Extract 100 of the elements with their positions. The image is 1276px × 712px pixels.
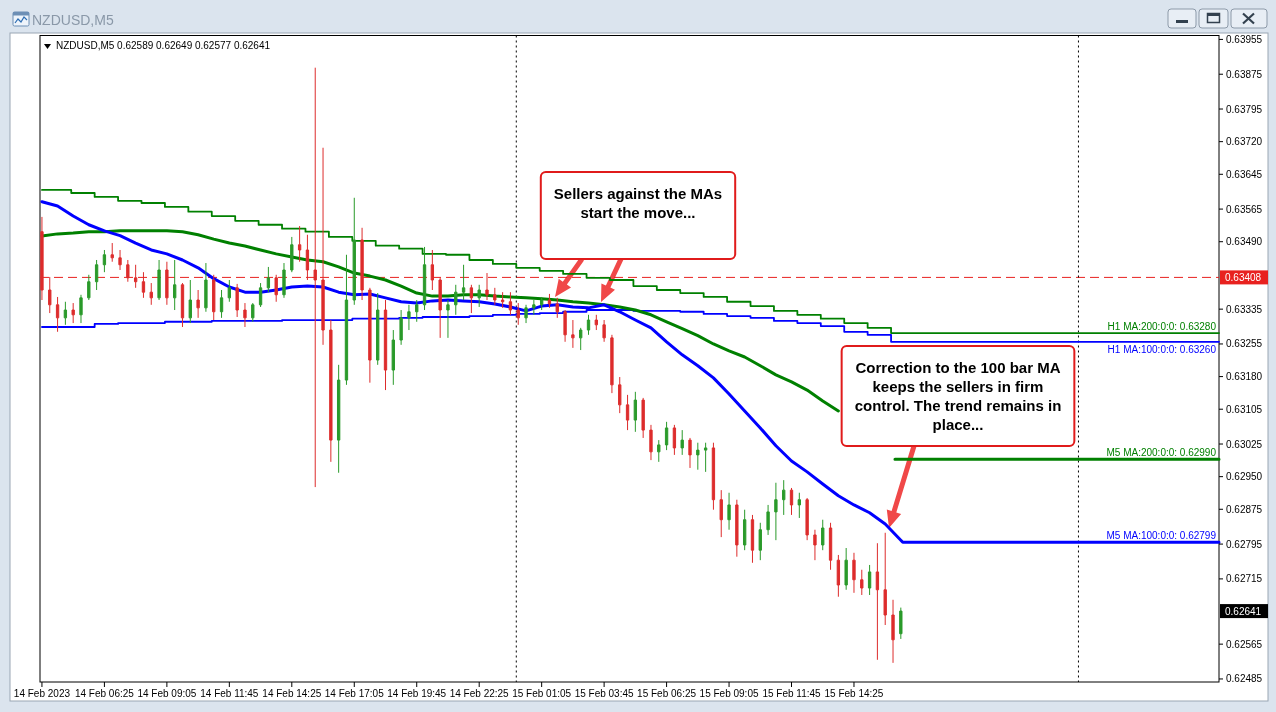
annotation: Sellers against the MAs start the move... [553,185,723,221]
candlestick [243,302,247,328]
candlestick [40,216,44,301]
candlestick [500,291,505,309]
candlestick [227,279,232,303]
candlestick [71,302,75,324]
candlestick [79,294,83,324]
x-tick-label: 14 Feb 14:25 [262,688,322,699]
y-tick-label: 0.62950 [1226,471,1263,483]
candlestick [485,272,489,301]
candlestick [102,249,107,273]
candlestick [87,274,91,301]
candlestick [368,287,372,384]
y-tick-label: 0.62875 [1226,503,1263,515]
x-tick-label: 15 Feb 06:25 [637,688,697,699]
candlestick [579,327,583,351]
y-tick-label: 0.63105 [1226,403,1263,415]
series-label: H1 MA:200:0:0: 0.63280 [1107,321,1217,333]
candlestick [454,284,458,316]
chart-title: NZDUSD,M5 [32,12,114,28]
candlestick [899,607,903,640]
candlestick [571,319,575,349]
candlestick [633,391,638,433]
candlestick [258,282,263,308]
candlestick [376,292,380,366]
y-tick-label: 0.62565 [1226,638,1263,650]
candlestick [55,296,60,333]
candlestick [743,509,747,551]
candlestick [352,197,356,306]
candlestick [618,376,622,414]
candlestick [680,429,684,456]
y-tick-label: 0.63335 [1226,303,1263,315]
candlestick [719,489,723,538]
candlestick [696,442,700,471]
y-tick-label: 0.63875 [1226,68,1263,80]
ref-line-label: 0.63408 [1225,271,1262,283]
text: 0.62641 [1225,605,1262,617]
candlestick [157,259,161,301]
x-tick-label: 14 Feb 06:25 [74,688,135,699]
candlestick [305,234,310,281]
candlestick [883,532,887,626]
candlestick [126,259,130,283]
y-tick-label: 0.63955 [1226,33,1263,45]
candlestick [235,283,239,318]
candlestick [532,299,536,316]
candlestick [563,309,567,343]
x-tick-label: 14 Feb 09:05 [137,688,197,699]
candlestick [422,246,427,311]
candlestick [149,282,153,306]
y-tick-label: 0.62795 [1226,538,1263,550]
candlestick [797,492,801,519]
candlestick [641,397,645,439]
candlestick [391,329,395,386]
candlestick [782,479,786,516]
candlestick [477,284,481,308]
x-tick-label: 15 Feb 14:25 [824,688,884,699]
x-tick-label: 14 Feb 17:05 [324,688,385,699]
candlestick [297,225,302,263]
candlestick [180,282,185,328]
series-label: M5 MA:200:0:0: 0.62990 [1106,447,1217,459]
y-tick-label: 0.63025 [1226,438,1263,450]
candlestick [821,519,825,551]
candlestick [555,297,559,319]
x-tick-label: 15 Feb 01:05 [512,688,572,699]
candlestick [508,291,513,316]
candlestick [48,276,52,314]
candlestick [766,504,770,536]
candlestick [282,262,286,299]
candlestick [758,522,762,561]
candlestick [664,421,669,451]
candlestick [547,293,552,309]
candlestick [774,482,778,541]
candlestick [688,437,692,469]
y-tick-label: 0.63645 [1226,168,1263,180]
candlestick [789,487,794,516]
annotation: Correction to the 100 bar MA keeps the sellers in firm control. The trend remains in place... [854,359,1062,433]
candlestick [469,284,474,314]
candlestick [461,264,466,301]
candlestick [594,314,598,331]
candlestick [344,254,349,386]
y-tick-label: 0.63490 [1226,236,1263,248]
x-tick-label: 14 Feb 22:25 [449,688,510,699]
candlestick [360,227,364,301]
candlestick [188,279,192,324]
candlestick [649,424,653,461]
candlestick [133,264,138,289]
candlestick [383,299,388,391]
candlestick [867,564,872,596]
candlestick [173,259,177,311]
candlestick [63,301,68,326]
candlestick [672,424,677,456]
candlestick [852,552,856,594]
candlestick [891,599,895,664]
candlestick [204,262,208,313]
candlestick [727,492,731,531]
candlestick [860,569,864,596]
candlestick [336,364,341,474]
series-label: H1 MA:100:0:0: 0.63260 [1107,343,1217,355]
x-tick-label: 14 Feb 19:45 [387,688,447,699]
y-tick-label: 0.63795 [1226,103,1263,115]
